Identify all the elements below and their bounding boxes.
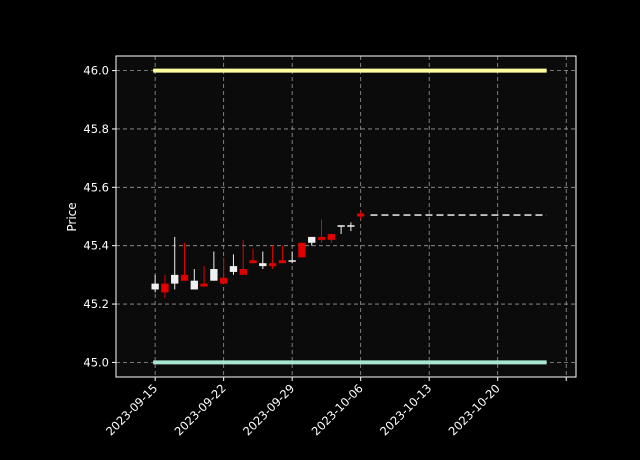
candle-body (317, 236, 326, 240)
candle (161, 274, 169, 299)
candle-body (278, 260, 287, 264)
plot-frame (115, 55, 577, 378)
candle (317, 219, 326, 243)
candle (151, 274, 159, 293)
y-tick-label: 45.6 (83, 180, 109, 194)
x-tick-label: 2023-10-20 (446, 381, 503, 438)
y-tick-label: 45.4 (83, 239, 109, 253)
candle-body (219, 277, 228, 284)
candle-body (268, 263, 277, 267)
candle (249, 248, 257, 264)
candle (180, 242, 189, 281)
candle-body (200, 283, 208, 287)
y-tick-label: 45.2 (83, 297, 109, 311)
y-tick-label: 46.0 (83, 64, 109, 78)
candle-body (357, 213, 365, 217)
candles (151, 210, 365, 299)
candle-body (210, 269, 218, 281)
y-tick-label: 45.8 (83, 122, 109, 136)
candle-body (259, 263, 267, 267)
candle-body (288, 260, 296, 262)
candle (190, 269, 198, 290)
y-tick-label: 45.0 (83, 355, 109, 369)
candle-body (171, 274, 179, 284)
candle (239, 239, 247, 275)
candle-body (161, 283, 169, 293)
candle (288, 251, 296, 264)
candle (268, 245, 277, 270)
candle (229, 254, 238, 275)
candle-body (298, 242, 306, 258)
grid (116, 56, 576, 377)
plot-background (116, 56, 576, 377)
candle (357, 210, 365, 220)
candle-body (337, 225, 345, 227)
candle-body (151, 283, 159, 290)
candle-body (249, 260, 257, 264)
candle-body (347, 225, 355, 227)
candle (327, 234, 335, 243)
candle (171, 236, 179, 290)
candle (278, 245, 287, 264)
candle-body (229, 266, 238, 272)
candle-body (308, 236, 316, 243)
reference-lines (153, 68, 547, 365)
candle (298, 242, 306, 258)
x-tick-label: 2023-09-22 (172, 381, 229, 438)
candle (259, 251, 267, 270)
candle (210, 251, 218, 281)
candle (200, 266, 208, 287)
x-tick-label: 2023-09-15 (103, 381, 160, 438)
candle-body (327, 234, 335, 240)
candle-body (190, 280, 198, 290)
candle (219, 257, 228, 284)
x-tick-label: 2023-10-06 (309, 381, 366, 438)
candle (308, 236, 316, 246)
candle-body (180, 274, 189, 281)
x-axis: 2023-09-15 2023-09-22 2023-09-29 2023-10-06… (103, 377, 567, 438)
candle (337, 225, 345, 235)
y-axis: 45.0 45.2 45.4 45.6 45.8 46.0 (83, 64, 116, 369)
candle (347, 222, 355, 232)
x-tick-label: 2023-09-29 (240, 381, 297, 438)
candle-body (239, 269, 247, 275)
x-tick-label: 2023-10-13 (377, 381, 434, 438)
y-axis-label: Price (65, 202, 79, 231)
